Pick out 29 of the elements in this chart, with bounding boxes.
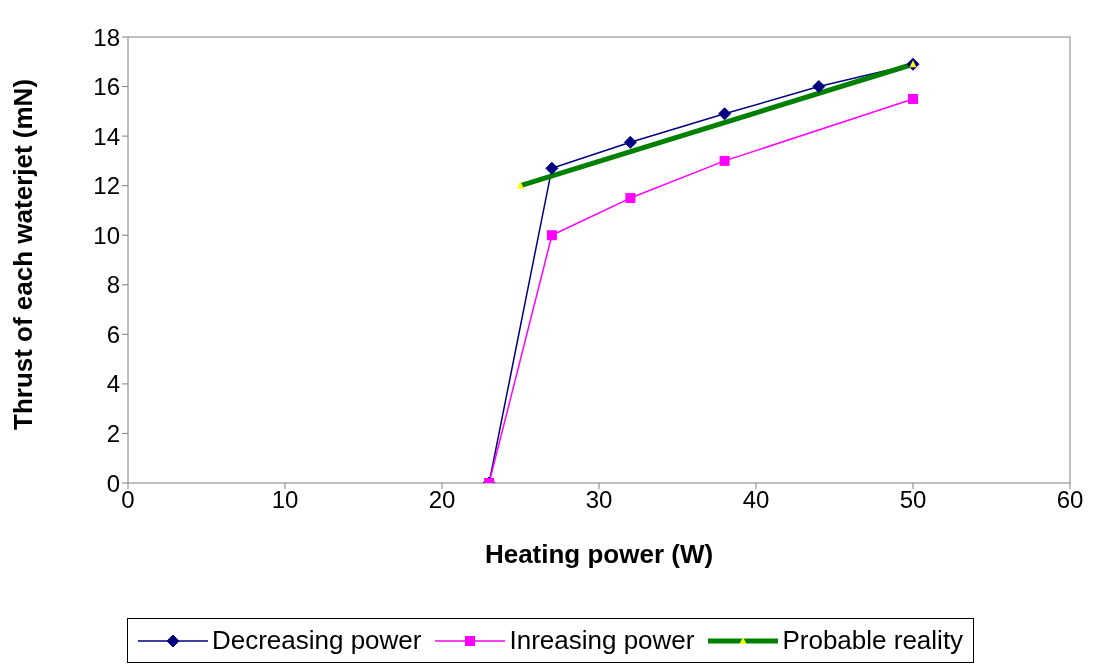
point: [719, 155, 730, 166]
point: [718, 107, 732, 121]
x-tick-label: 10: [271, 486, 299, 514]
y-tick-label: 4: [106, 370, 120, 398]
y-tick-label: 16: [93, 73, 120, 101]
y-tick-label: 10: [93, 221, 120, 249]
point: [625, 193, 636, 204]
legend-label: Probable reality: [782, 625, 964, 656]
x-tick-label: 20: [428, 486, 456, 514]
point: [908, 93, 918, 104]
x-tick-label: 30: [585, 486, 613, 514]
y-tick-label: 18: [93, 23, 120, 51]
x-tick-label: 60: [1056, 486, 1084, 514]
legend-label: Inreasing power: [509, 625, 695, 656]
point: [623, 135, 637, 149]
y-tick-label: 12: [93, 172, 120, 200]
y-tick-label: 0: [106, 469, 120, 497]
x-tick-label: 50: [899, 486, 927, 514]
y-tick-label: 8: [106, 271, 120, 299]
point: [546, 230, 557, 241]
legend-label: Decreasing power: [211, 625, 422, 656]
x-axis-title: Heating power (W): [484, 539, 714, 569]
y-axis-title: Thrust of each waterjet (mN): [8, 78, 39, 430]
y-tick-label: 2: [106, 419, 120, 447]
point: [812, 80, 826, 94]
y-tick-label: 14: [93, 122, 120, 150]
y-tick-label: 6: [106, 320, 120, 348]
point: [545, 161, 559, 175]
x-tick-label: 40: [742, 486, 770, 514]
